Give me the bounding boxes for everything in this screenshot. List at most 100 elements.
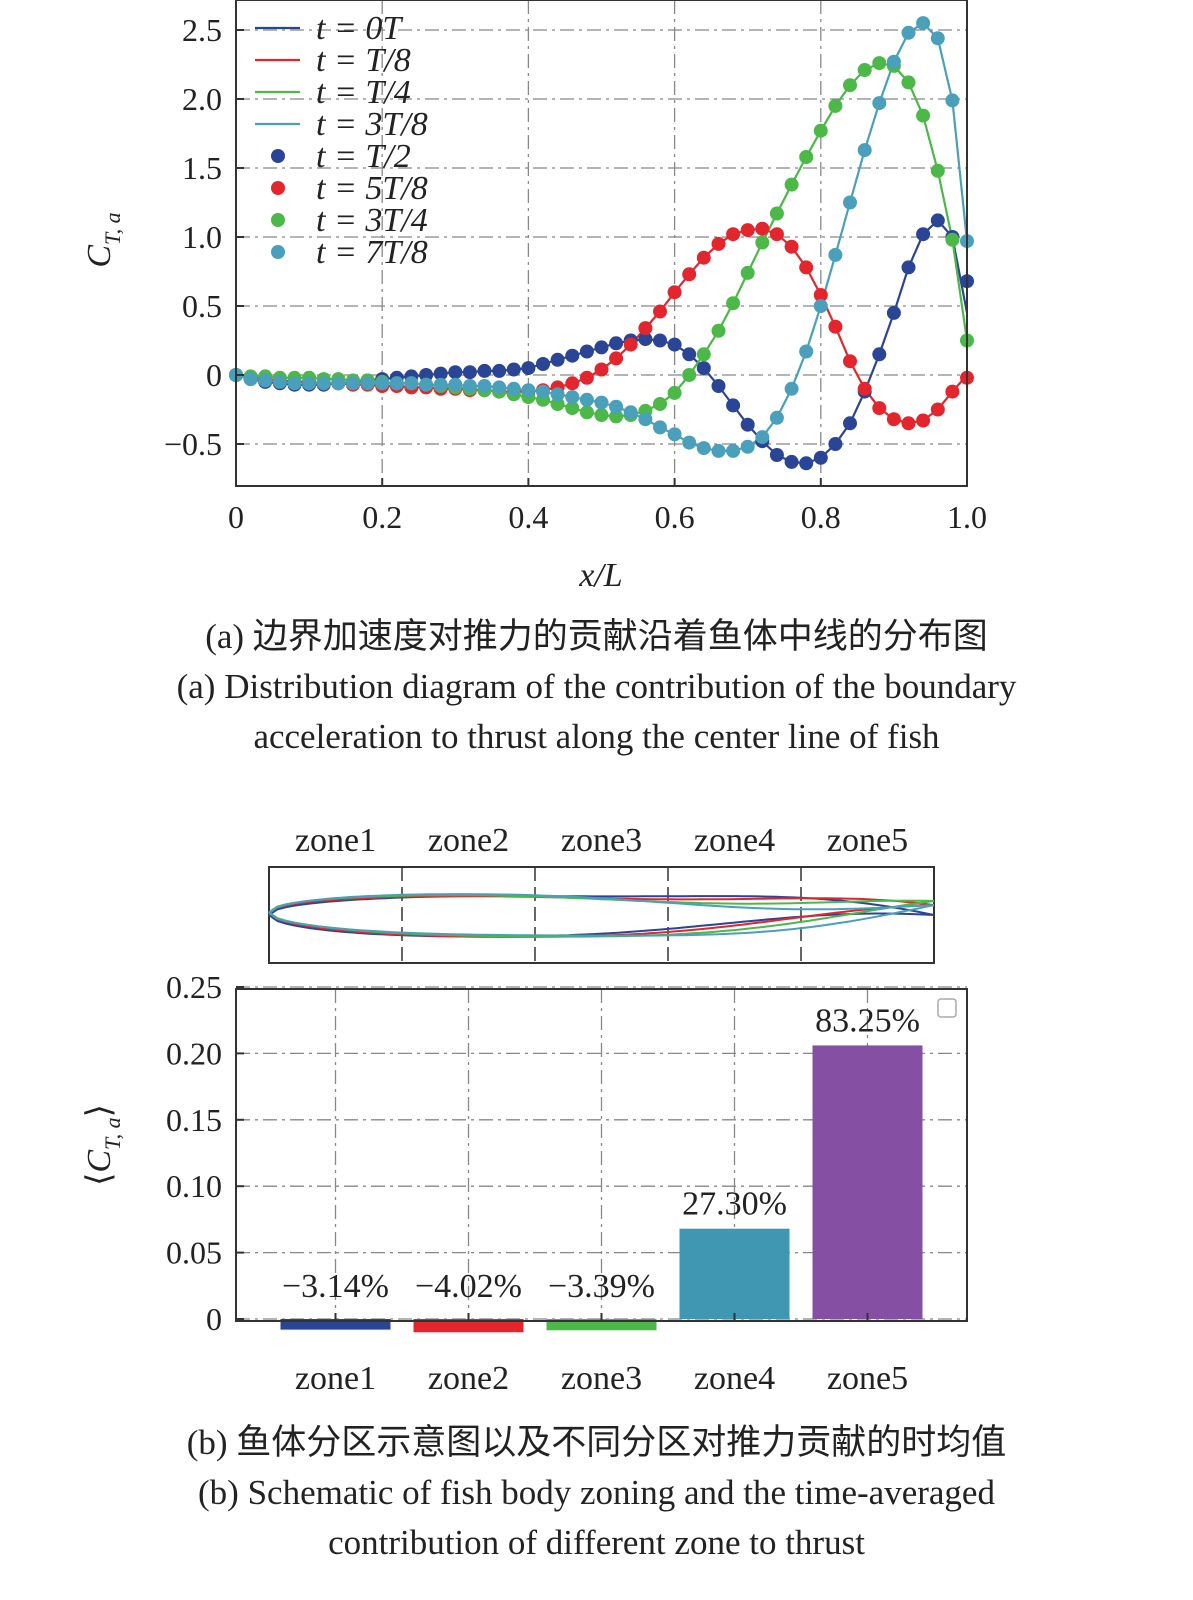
data-point — [769, 448, 784, 462]
data-point — [594, 408, 609, 422]
legend-label: t = T/8 — [316, 42, 411, 79]
data-point — [916, 413, 931, 428]
data-point — [726, 398, 741, 413]
data-point — [843, 416, 857, 431]
data-point — [843, 195, 857, 210]
data-point — [448, 365, 463, 380]
thrust-distribution-chart: 0 0.2 0.4 0.6 0.8 1.0 2.5 2.0 1.5 1.0 0.5 0 −0.5 t =… — [81, 0, 987, 594]
x-axis-title: x/L — [578, 557, 622, 594]
data-point — [550, 387, 565, 402]
data-point — [609, 399, 624, 414]
data-point — [784, 177, 799, 192]
caption-b-en-line2: contribution of different zone to thrust — [328, 1523, 865, 1562]
data-point — [682, 368, 697, 382]
data-point — [799, 344, 814, 359]
data-point — [536, 384, 550, 399]
data-point — [653, 397, 667, 411]
data-point — [609, 409, 624, 424]
legend-label: t = 3T/4 — [316, 202, 428, 239]
data-point — [565, 390, 580, 405]
data-point — [769, 227, 784, 242]
x-tick-label: zone2 — [428, 1360, 509, 1397]
zone-labels: zone1 zone2 zone3 zone4 zone5 — [295, 822, 908, 859]
bar-data-label: −3.14% — [282, 1268, 389, 1305]
series-group — [229, 16, 974, 471]
data-point — [799, 456, 814, 471]
data-point — [682, 267, 697, 282]
data-point — [302, 376, 317, 391]
data-point — [331, 376, 346, 391]
bar — [812, 1045, 923, 1319]
data-point — [857, 381, 872, 396]
caption-b: (b) 鱼体分区示意图以及不同分区对推力贡献的时均值 (b) Schematic… — [0, 1418, 1193, 1568]
caption-a: (a) 边界加速度对推力的贡献沿着鱼体中线的分布图 (a) Distributi… — [0, 612, 1193, 762]
data-point — [462, 365, 477, 380]
svg-text:⟨CT, a⟩: ⟨CT, a⟩ — [81, 1104, 125, 1186]
y-tick-label: 0.10 — [166, 1168, 222, 1204]
data-point — [287, 376, 302, 391]
data-point — [886, 412, 901, 427]
bar — [280, 1319, 391, 1330]
data-point — [726, 227, 741, 242]
data-point — [419, 377, 434, 392]
data-point — [536, 357, 550, 371]
data-point — [462, 379, 477, 393]
data-point — [711, 379, 726, 393]
bar — [413, 1319, 524, 1333]
data-point — [755, 221, 770, 236]
data-point — [886, 54, 901, 69]
x-tick-label: zone3 — [561, 1360, 642, 1397]
data-point — [784, 239, 799, 254]
data-point — [667, 385, 682, 400]
data-point — [594, 340, 609, 355]
y-axis-title: ⟨CT, a⟩ — [81, 1104, 125, 1186]
fish-zone-schematic: zone1 zone2 zone3 zone4 zone5 — [268, 822, 935, 964]
data-point — [521, 383, 536, 398]
x-tick-label: zone1 — [295, 1360, 376, 1397]
y-tick-label: −0.5 — [164, 426, 222, 462]
y-tick-label: 1.5 — [182, 150, 222, 186]
data-point — [696, 250, 711, 265]
data-point — [828, 98, 843, 113]
fish-outline-upper — [268, 893, 935, 914]
data-point — [945, 232, 960, 247]
data-point — [419, 368, 434, 382]
data-point — [901, 416, 916, 431]
zone-label: zone5 — [827, 822, 908, 859]
zone-label: zone1 — [295, 822, 376, 859]
x-tick-label: zone5 — [827, 1360, 908, 1397]
data-point — [740, 439, 755, 454]
data-point — [389, 376, 404, 391]
legend-label: t = 7T/8 — [316, 234, 428, 271]
fish-outline-lower — [268, 904, 935, 937]
tick-labels: 0.25 0.20 0.15 0.10 0.05 0 zone1 zone2 zone3 zone… — [166, 975, 908, 1397]
legend-dot-swatch — [271, 213, 285, 227]
data-point — [579, 405, 594, 420]
y-tick-label: 2.0 — [182, 81, 222, 117]
data-point — [638, 332, 653, 347]
caption-a-en-line1: (a) Distribution diagram of the contribu… — [176, 667, 1017, 706]
tick-labels: 0 0.2 0.4 0.6 0.8 1.0 2.5 2.0 1.5 1.0 0.5 0 −0.5 — [164, 12, 987, 535]
caption-a-en-line2: acceleration to thrust along the center … — [253, 717, 940, 756]
legend-label: t = 5T/8 — [316, 170, 428, 207]
legend-label: t = 0T — [316, 10, 403, 47]
data-point — [916, 16, 931, 31]
data-point — [623, 405, 638, 420]
bar — [546, 1319, 657, 1331]
data-point — [930, 31, 945, 46]
data-point — [886, 305, 901, 320]
data-point — [638, 412, 653, 427]
data-point — [901, 260, 916, 275]
x-tick-label: 0.2 — [362, 499, 402, 535]
data-point — [433, 377, 448, 392]
data-point — [667, 427, 682, 442]
data-point — [272, 374, 287, 389]
y-tick-label: 0.05 — [166, 1235, 222, 1271]
data-point — [448, 377, 463, 392]
bar-data-label: −4.02% — [415, 1268, 522, 1305]
plot-frame — [235, 0, 968, 487]
data-point — [711, 236, 726, 251]
data-point — [653, 333, 667, 348]
data-point — [258, 373, 273, 388]
legend-label: t = T/4 — [316, 74, 411, 111]
